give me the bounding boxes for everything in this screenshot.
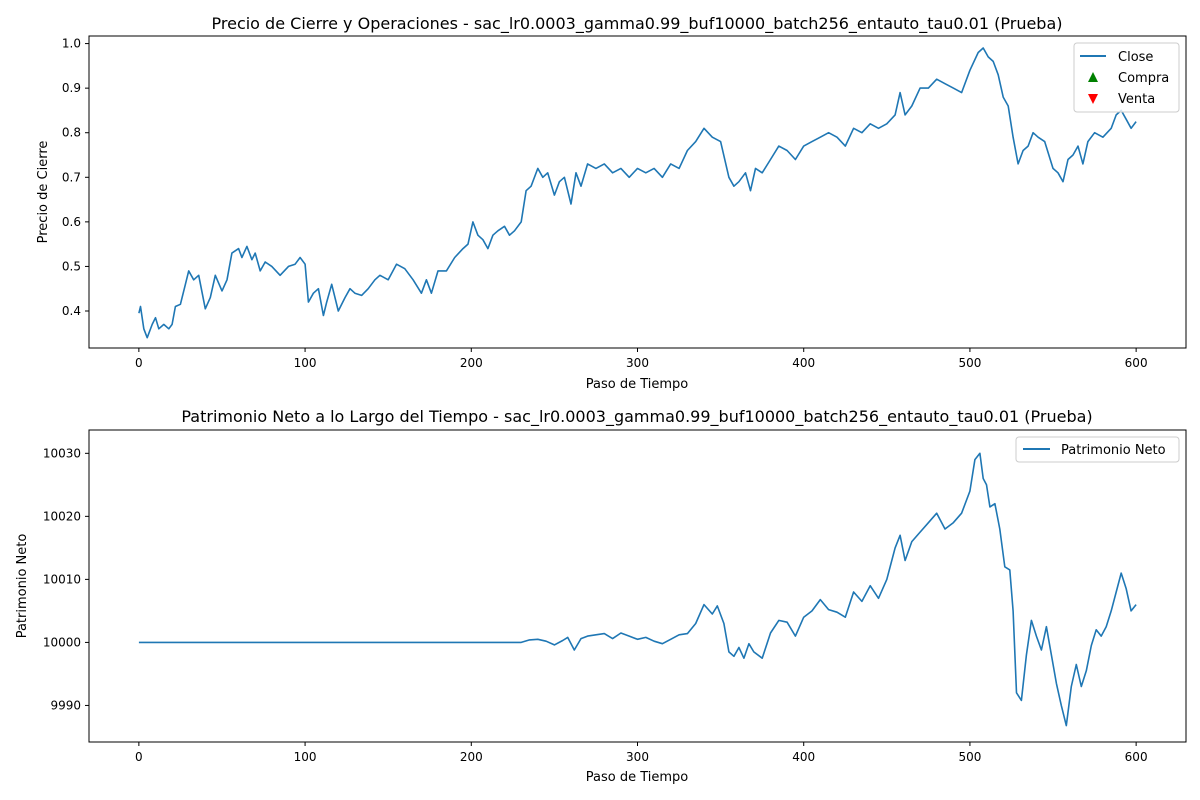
price-legend-box — [1073, 42, 1180, 113]
equity-y-tick-label: 10010 — [43, 572, 81, 586]
price-legend: Close Compra Venta — [1073, 42, 1180, 113]
equity-y-ticks: 9990 10000 10010 10020 10030 — [43, 446, 89, 712]
equity-x-tick-label: 100 — [294, 750, 317, 764]
price-x-ticks: 0 100 200 300 400 500 600 — [135, 348, 1148, 370]
price-y-tick-label: 0.9 — [62, 81, 81, 95]
equity-legend-box — [1015, 436, 1180, 463]
price-y-tick-label: 0.7 — [62, 170, 81, 184]
equity-x-tick-label: 300 — [626, 750, 649, 764]
equity-y-tick-label: 10030 — [43, 446, 81, 460]
legend-patrimonio-label: Patrimonio Neto — [1061, 443, 1166, 458]
price-y-tick-label: 1.0 — [62, 37, 81, 51]
equity-chart: Patrimonio Neto a lo Largo del Tiempo - … — [15, 407, 1187, 785]
equity-y-tick-label: 10020 — [43, 509, 81, 523]
legend-compra-triangle-up-icon — [1088, 72, 1098, 82]
price-axes-frame — [88, 35, 1187, 349]
equity-y-tick-label: 9990 — [50, 698, 81, 712]
price-x-tick-label: 600 — [1125, 356, 1148, 370]
equity-x-ticks: 0 100 200 300 400 500 600 — [135, 742, 1148, 764]
price-y-ticks: 0.4 0.5 0.6 0.7 0.8 0.9 1.0 — [62, 37, 89, 318]
equity-plot-area — [138, 452, 1137, 727]
price-chart: Precio de Cierre y Operaciones - sac_lr0… — [36, 14, 1187, 392]
price-x-axis-label: Paso de Tiempo — [586, 377, 689, 392]
equity-x-tick-label: 500 — [958, 750, 981, 764]
legend-compra-label: Compra — [1118, 71, 1169, 86]
legend-venta-label: Venta — [1118, 92, 1155, 107]
equity-x-tick-label: 200 — [460, 750, 483, 764]
price-plot-area — [138, 47, 1137, 339]
price-x-tick-label: 200 — [460, 356, 483, 370]
price-y-tick-label: 0.4 — [62, 304, 81, 318]
equity-chart-title: Patrimonio Neto a lo Largo del Tiempo - … — [181, 407, 1092, 427]
equity-x-tick-label: 600 — [1125, 750, 1148, 764]
equity-x-tick-label: 0 — [135, 750, 143, 764]
price-y-axis-label: Precio de Cierre — [36, 141, 51, 244]
price-y-tick-label: 0.6 — [62, 215, 81, 229]
equity-x-tick-label: 400 — [792, 750, 815, 764]
price-x-tick-label: 500 — [958, 356, 981, 370]
equity-series-line-0 — [138, 452, 1137, 727]
price-chart-title: Precio de Cierre y Operaciones - sac_lr0… — [212, 14, 1063, 34]
price-x-tick-label: 100 — [294, 356, 317, 370]
price-x-tick-label: 400 — [792, 356, 815, 370]
equity-x-axis-label: Paso de Tiempo — [586, 770, 689, 785]
equity-y-axis-label: Patrimonio Neto — [15, 534, 30, 639]
legend-venta-triangle-down-icon — [1088, 94, 1098, 104]
price-y-tick-label: 0.5 — [62, 259, 81, 273]
price-series-line-0 — [138, 47, 1137, 339]
legend-close-label: Close — [1118, 50, 1153, 65]
equity-y-tick-label: 10000 — [43, 635, 81, 649]
equity-legend: Patrimonio Neto — [1015, 436, 1180, 463]
price-y-tick-label: 0.8 — [62, 126, 81, 140]
price-x-tick-label: 0 — [135, 356, 143, 370]
price-x-tick-label: 300 — [626, 356, 649, 370]
